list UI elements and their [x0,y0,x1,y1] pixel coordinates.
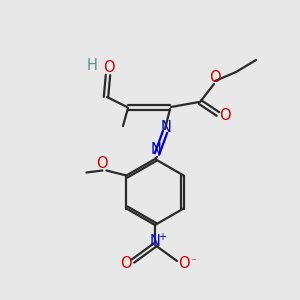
Text: O: O [219,109,231,124]
Text: H: H [87,58,98,74]
Text: O: O [120,256,132,271]
Text: N: N [151,142,161,157]
Text: N: N [150,235,160,250]
Text: O: O [97,156,108,171]
Text: N: N [160,119,171,134]
Text: +: + [158,232,166,242]
Text: O: O [178,256,190,271]
Text: O: O [103,59,115,74]
Text: ⁻: ⁻ [190,257,196,267]
Text: O: O [209,70,221,85]
